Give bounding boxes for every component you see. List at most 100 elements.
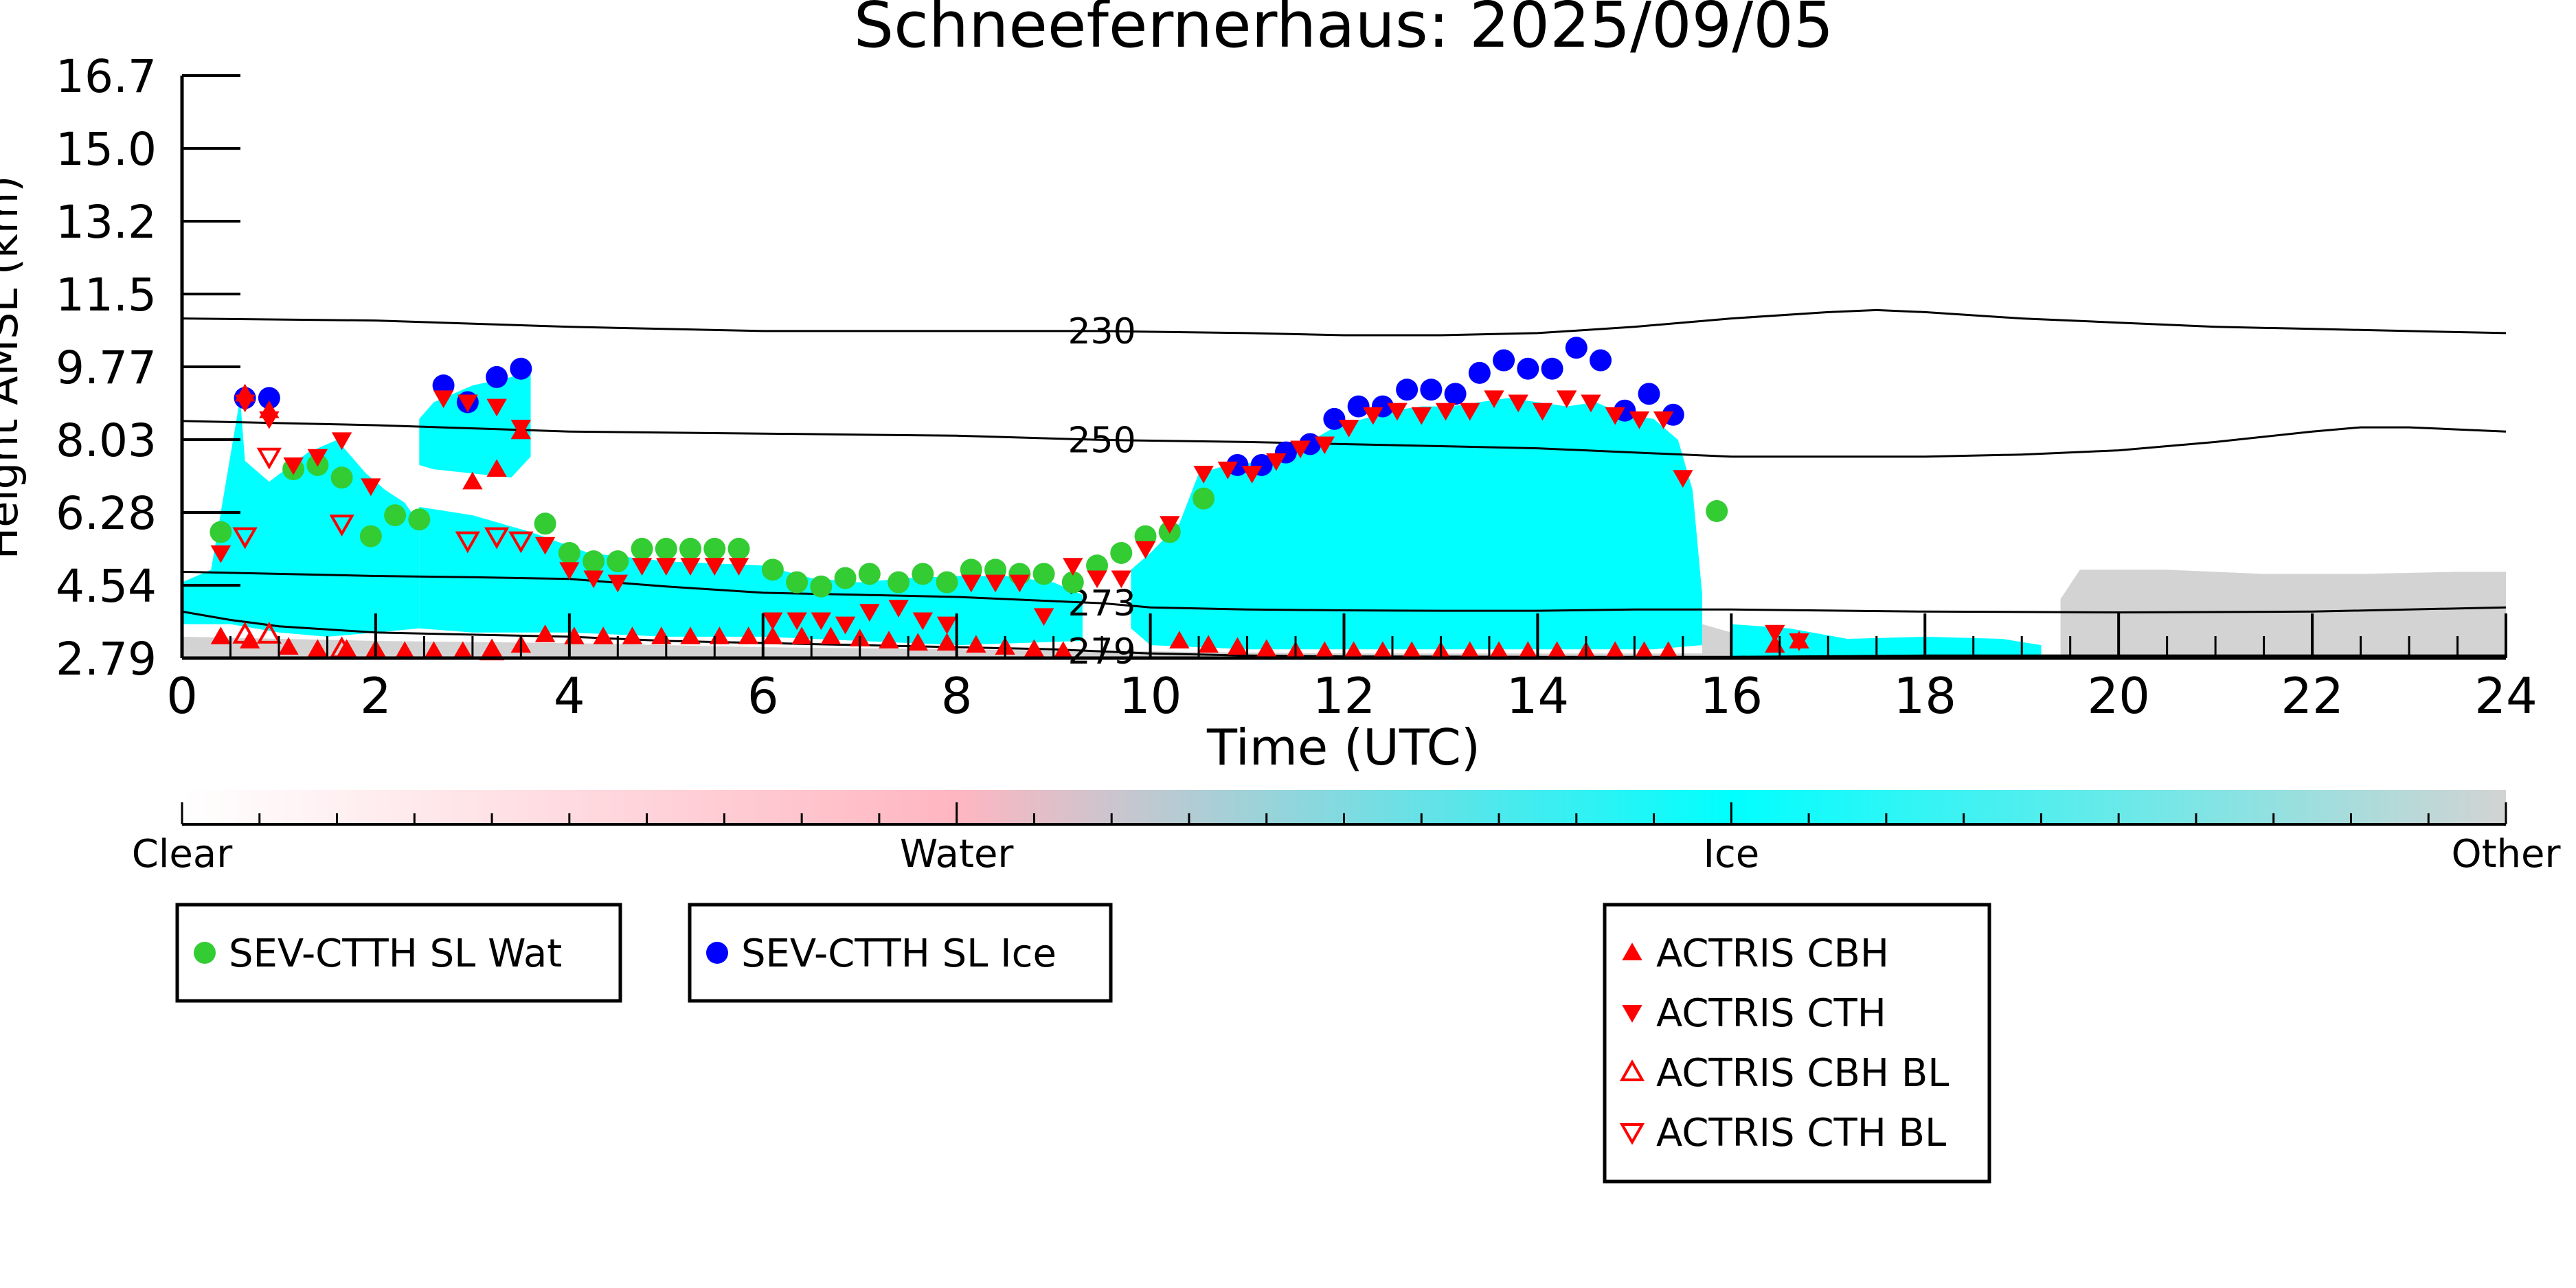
data-point bbox=[330, 466, 353, 489]
data-point bbox=[1468, 361, 1491, 384]
data-point bbox=[1338, 420, 1359, 438]
data-point bbox=[631, 558, 653, 576]
ice-region-1 bbox=[419, 368, 531, 478]
data-point bbox=[1033, 608, 1054, 626]
data-point bbox=[1508, 394, 1528, 413]
data-point bbox=[508, 531, 534, 554]
x-tick-label: 10 bbox=[1119, 667, 1182, 725]
y-axis-label: Height AMSL (km) bbox=[0, 176, 27, 560]
data-point bbox=[835, 616, 856, 635]
data-point bbox=[1363, 407, 1383, 425]
data-point bbox=[361, 478, 381, 497]
data-point bbox=[534, 512, 556, 535]
ice-region-4 bbox=[1731, 624, 2042, 658]
data-point bbox=[1009, 574, 1030, 593]
data-point bbox=[786, 571, 809, 594]
data-point bbox=[256, 622, 282, 644]
data-point bbox=[423, 641, 444, 659]
data-point bbox=[912, 612, 934, 631]
data-point bbox=[761, 558, 784, 581]
data-point bbox=[593, 626, 613, 644]
data-point bbox=[239, 631, 260, 649]
markers bbox=[210, 337, 1809, 661]
data-point bbox=[1532, 403, 1553, 421]
legend-entry: SEV-CTTH SL Wat bbox=[229, 931, 562, 976]
data-point bbox=[510, 420, 532, 438]
x-tick-label: 8 bbox=[941, 667, 973, 725]
x-tick-label: 2 bbox=[360, 667, 392, 725]
data-point bbox=[1227, 637, 1248, 655]
data-point bbox=[762, 626, 783, 644]
data-point bbox=[680, 558, 701, 576]
data-point bbox=[1401, 641, 1422, 659]
data-point bbox=[307, 639, 328, 657]
legend-marker bbox=[194, 942, 216, 964]
data-point bbox=[631, 537, 653, 560]
data-point bbox=[1765, 624, 1785, 643]
legend-box-0: SEV-CTTH SL Wat bbox=[175, 903, 622, 1003]
data-point bbox=[1198, 635, 1219, 653]
data-point bbox=[888, 600, 909, 618]
data-point bbox=[486, 365, 508, 388]
data-point bbox=[907, 633, 928, 651]
data-point bbox=[583, 570, 604, 589]
data-point bbox=[408, 508, 431, 531]
y-tick-label: 16.7 bbox=[56, 50, 157, 103]
data-point bbox=[727, 537, 750, 560]
ice-region-2 bbox=[419, 506, 1083, 646]
data-point bbox=[1387, 403, 1408, 421]
y-tick-label: 11.5 bbox=[56, 269, 157, 321]
data-point bbox=[1135, 541, 1156, 559]
contour-label-250: 250 bbox=[1067, 420, 1136, 461]
data-point bbox=[457, 394, 478, 413]
data-point bbox=[307, 449, 328, 467]
data-point bbox=[680, 626, 701, 644]
data-point bbox=[1517, 357, 1539, 380]
data-point bbox=[888, 571, 910, 594]
data-point bbox=[1590, 349, 1612, 372]
data-point bbox=[738, 626, 759, 644]
data-point bbox=[1789, 633, 1809, 651]
data-point bbox=[462, 471, 483, 490]
ice-region-3 bbox=[1131, 398, 1702, 650]
data-point bbox=[811, 612, 832, 631]
legend-marker bbox=[706, 942, 728, 964]
data-point bbox=[1256, 639, 1277, 657]
legend-marker bbox=[1619, 1059, 1645, 1082]
data-point bbox=[1411, 407, 1432, 425]
data-point bbox=[1314, 436, 1335, 455]
data-point bbox=[1032, 563, 1055, 585]
colorbar-label: Clear bbox=[132, 832, 233, 877]
legend-box-2: ACTRIS CBH ACTRIS CTH ACTRIS CBH BL ACTRIS … bbox=[1603, 903, 1991, 1184]
chart-title: Schneefernerhaus: 2025/09/05 bbox=[854, 0, 1834, 62]
data-point bbox=[1629, 411, 1650, 429]
data-point bbox=[1638, 383, 1660, 405]
data-point bbox=[655, 537, 677, 560]
data-point bbox=[1581, 394, 1601, 413]
y-tick-label: 6.28 bbox=[56, 487, 157, 540]
data-point bbox=[1493, 349, 1515, 372]
data-point bbox=[966, 635, 986, 653]
x-tick-label: 22 bbox=[2281, 667, 2344, 725]
data-point bbox=[1634, 641, 1655, 659]
data-point bbox=[455, 531, 480, 554]
data-point bbox=[1343, 641, 1364, 659]
data-point bbox=[859, 604, 880, 622]
y-tick-label: 4.54 bbox=[56, 560, 157, 613]
legend-entry: ACTRIS CTH BL bbox=[1656, 1111, 1946, 1155]
data-point bbox=[936, 571, 958, 594]
x-tick-label: 12 bbox=[1313, 667, 1376, 725]
data-point bbox=[259, 411, 280, 429]
data-point bbox=[394, 641, 415, 659]
data-point bbox=[810, 575, 833, 598]
data-point bbox=[1193, 466, 1214, 484]
data-point bbox=[234, 394, 256, 413]
x-tick-label: 18 bbox=[1893, 667, 1956, 725]
data-point bbox=[1111, 570, 1131, 589]
legend-entry: ACTRIS CBH BL bbox=[1656, 1051, 1949, 1096]
data-point bbox=[1396, 379, 1419, 401]
legend-box-1: SEV-CTTH SL Ice bbox=[688, 903, 1113, 1003]
legend-entry: SEV-CTTH SL Ice bbox=[741, 931, 1057, 976]
x-tick-label: 16 bbox=[1700, 667, 1763, 725]
data-point bbox=[1653, 411, 1674, 429]
